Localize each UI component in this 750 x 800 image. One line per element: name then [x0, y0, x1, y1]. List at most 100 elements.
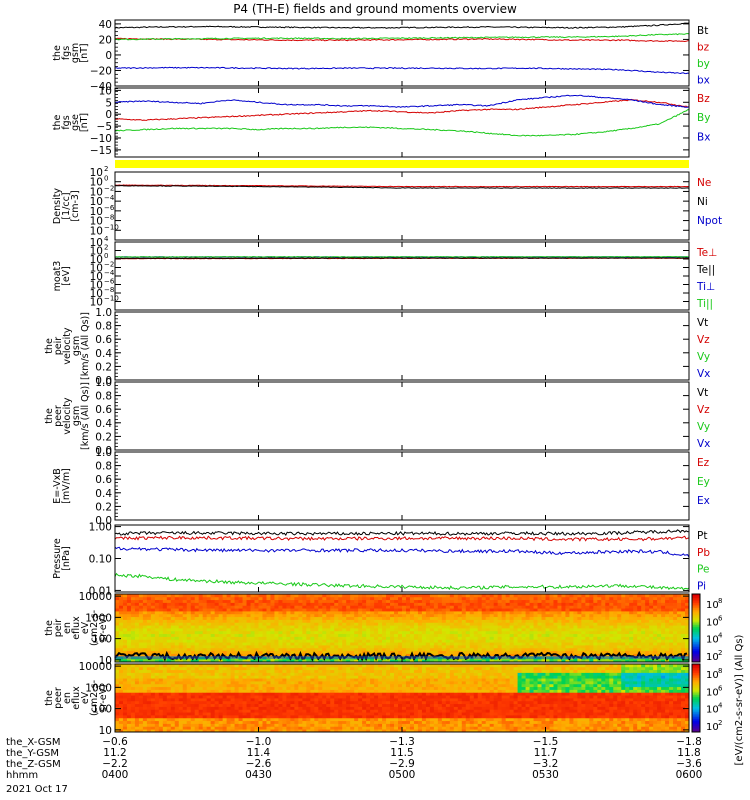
ylabel-line: velocity	[62, 327, 73, 365]
heatmap-cell	[302, 647, 307, 652]
heatmap-cell	[250, 625, 255, 629]
heatmap-cell	[210, 666, 216, 671]
heatmap-cell	[262, 647, 267, 652]
heatmap-cell	[461, 650, 467, 654]
heatmap-cell	[593, 613, 598, 618]
heatmap-cell	[346, 594, 351, 598]
heatmap-cell	[561, 594, 566, 598]
heatmap-cell	[374, 659, 379, 663]
heatmap-cell	[214, 720, 220, 724]
heatmap-cell	[398, 636, 403, 640]
heatmap-cell	[625, 659, 630, 663]
heatmap-cell	[641, 602, 646, 606]
heatmap-cell	[210, 692, 216, 696]
heatmap-cell	[154, 686, 160, 690]
heatmap-cell	[605, 647, 610, 652]
heatmap-cell	[210, 650, 216, 654]
heatmap-cell	[529, 622, 534, 626]
heatmap-cell	[226, 599, 231, 603]
heatmap-cell	[433, 622, 439, 626]
heatmap-cell	[565, 653, 570, 657]
ylabel-line: gsm	[70, 43, 81, 63]
heatmap-cell	[370, 599, 375, 603]
heatmap-cell	[557, 636, 562, 640]
heatmap-cell	[270, 659, 275, 663]
heatmap-cell	[469, 611, 475, 615]
colorbar-swatch	[692, 631, 700, 634]
heatmap-cell	[429, 608, 435, 612]
heatmap-cell	[677, 633, 682, 637]
heatmap-cell	[613, 625, 618, 629]
heatmap-cell	[557, 599, 562, 603]
heatmap-cell	[242, 726, 247, 730]
heatmap-cell	[481, 594, 487, 598]
heatmap-cell	[254, 628, 259, 632]
heatmap-cell	[569, 613, 574, 618]
heatmap-cell	[613, 616, 618, 620]
heatmap-cell	[150, 616, 156, 620]
heatmap-cell	[262, 642, 267, 646]
heatmap-cell	[130, 683, 136, 688]
heatmap-cell	[605, 633, 610, 637]
heatmap-cell	[270, 715, 275, 719]
heatmap-cell	[186, 596, 192, 601]
heatmap-cell	[174, 625, 180, 629]
heatmap-cell	[557, 622, 562, 626]
heatmap-cell	[386, 650, 391, 654]
heatmap-cell	[374, 605, 379, 609]
heatmap-cell	[182, 639, 188, 643]
heatmap-cell	[178, 625, 184, 629]
heatmap-cell	[130, 723, 136, 727]
heatmap-cell	[274, 608, 279, 612]
heatmap-cell	[549, 633, 554, 637]
heatmap-cell	[493, 659, 499, 663]
heatmap-cell	[194, 653, 200, 657]
colorbar-swatch	[692, 660, 700, 663]
heatmap-cell	[210, 602, 216, 606]
heatmap-cell	[310, 653, 315, 657]
heatmap-cell	[218, 669, 224, 673]
heatmap-cell	[409, 622, 415, 626]
heatmap-cell	[493, 622, 499, 626]
heatmap-cell	[533, 659, 538, 663]
heatmap-cell	[190, 717, 196, 722]
colorbar-swatch	[692, 619, 700, 622]
heatmap-cell	[162, 653, 168, 657]
heatmap-cell	[254, 647, 259, 652]
heatmap-cell	[609, 645, 614, 649]
heatmap-cell	[162, 596, 168, 601]
heatmap-cell	[569, 619, 574, 623]
heatmap-cell	[262, 686, 267, 690]
heatmap-cell	[270, 647, 275, 652]
heatmap-cell	[186, 717, 192, 722]
heatmap-cell	[370, 605, 375, 609]
heatmap-cell	[230, 669, 235, 673]
heatmap-cell	[142, 715, 148, 719]
heatmap-cell	[158, 669, 164, 673]
heatmap-cell	[605, 639, 610, 643]
heatmap-cell	[226, 692, 231, 696]
heatmap-cell	[445, 611, 451, 615]
heatmap-cell	[641, 594, 646, 598]
heatmap-cell	[246, 625, 251, 629]
heatmap-cell	[206, 636, 212, 640]
heatmap-cell	[581, 645, 586, 649]
heatmap-cell	[210, 625, 216, 629]
heatmap-cell	[645, 611, 650, 615]
heatmap-cell	[649, 642, 654, 646]
heatmap-cell	[246, 675, 251, 679]
heatmap-cell	[254, 712, 259, 716]
heatmap-cell	[545, 605, 550, 609]
heatmap-cell	[206, 622, 212, 626]
heatmap-cell	[445, 602, 451, 606]
heatmap-cell	[126, 639, 132, 643]
heatmap-cell	[286, 602, 291, 606]
heatmap-cell	[254, 642, 259, 646]
heatmap-cell	[485, 642, 491, 646]
heatmap-cell	[505, 613, 511, 618]
heatmap-cell	[362, 642, 367, 646]
heatmap-cell	[302, 616, 307, 620]
heatmap-cell	[677, 625, 682, 629]
heatmap-cell	[433, 613, 439, 618]
heatmap-cell	[254, 683, 259, 688]
